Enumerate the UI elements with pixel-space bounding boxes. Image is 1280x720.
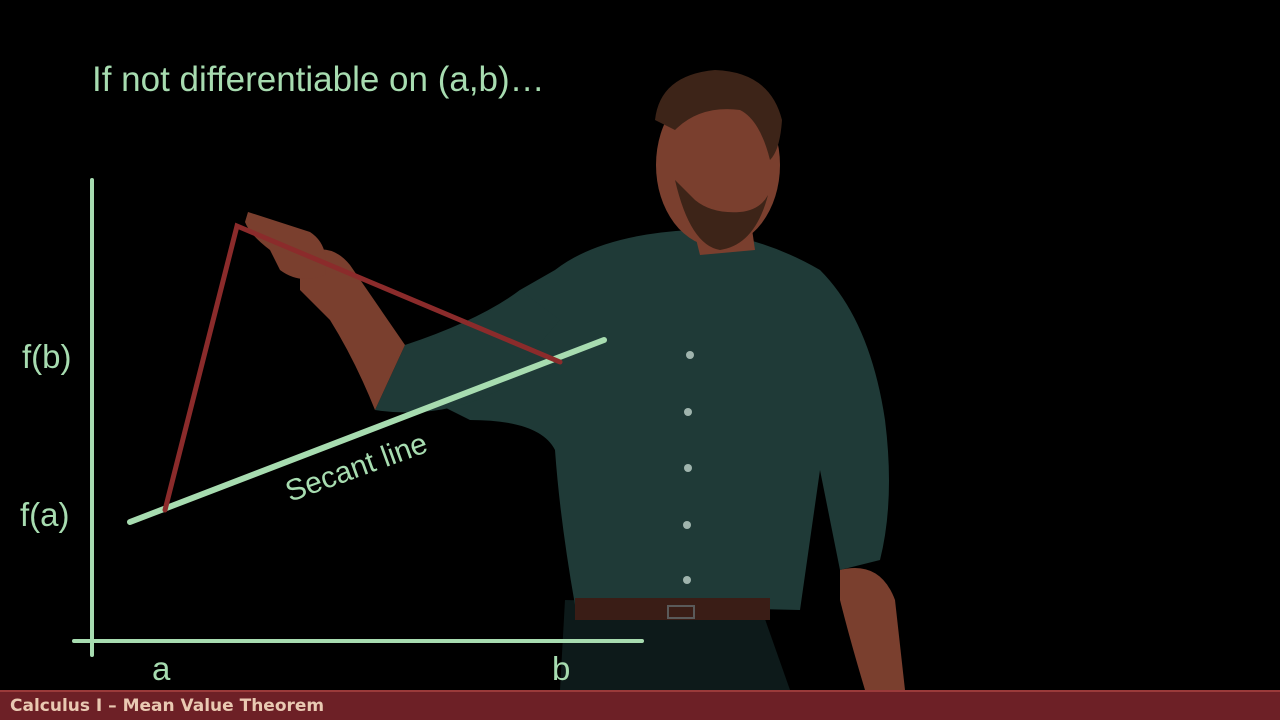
secant-line bbox=[127, 337, 607, 525]
presenter-shirt bbox=[405, 230, 889, 610]
slide-title: If not differentiable on (a,b)… bbox=[92, 60, 545, 99]
b-label: b bbox=[552, 650, 571, 687]
presenter-hair bbox=[655, 70, 782, 160]
presenter-left-hand bbox=[840, 568, 905, 690]
presenter-forearm bbox=[300, 249, 405, 410]
footer-course-title: Calculus I – Mean Value Theorem bbox=[10, 696, 325, 716]
shirt-button bbox=[686, 351, 694, 359]
belt-buckle bbox=[667, 605, 695, 619]
presenter-arm bbox=[375, 290, 560, 413]
presenter bbox=[245, 70, 905, 690]
function-curve bbox=[162, 222, 563, 513]
presenter-beard bbox=[675, 180, 768, 250]
presenter-pants bbox=[560, 600, 790, 690]
shirt-button bbox=[684, 408, 692, 416]
footer-bar: Calculus I – Mean Value Theorem bbox=[0, 690, 1280, 720]
shirt-button bbox=[684, 464, 692, 472]
presenter-belt bbox=[575, 598, 770, 620]
fb-label: f(b) bbox=[22, 338, 72, 375]
fa-label: f(a) bbox=[20, 496, 70, 533]
secant-line-label: Secant line bbox=[281, 427, 432, 509]
shirt-button bbox=[683, 521, 691, 529]
a-label: a bbox=[152, 650, 171, 687]
shirt-button bbox=[683, 576, 691, 584]
